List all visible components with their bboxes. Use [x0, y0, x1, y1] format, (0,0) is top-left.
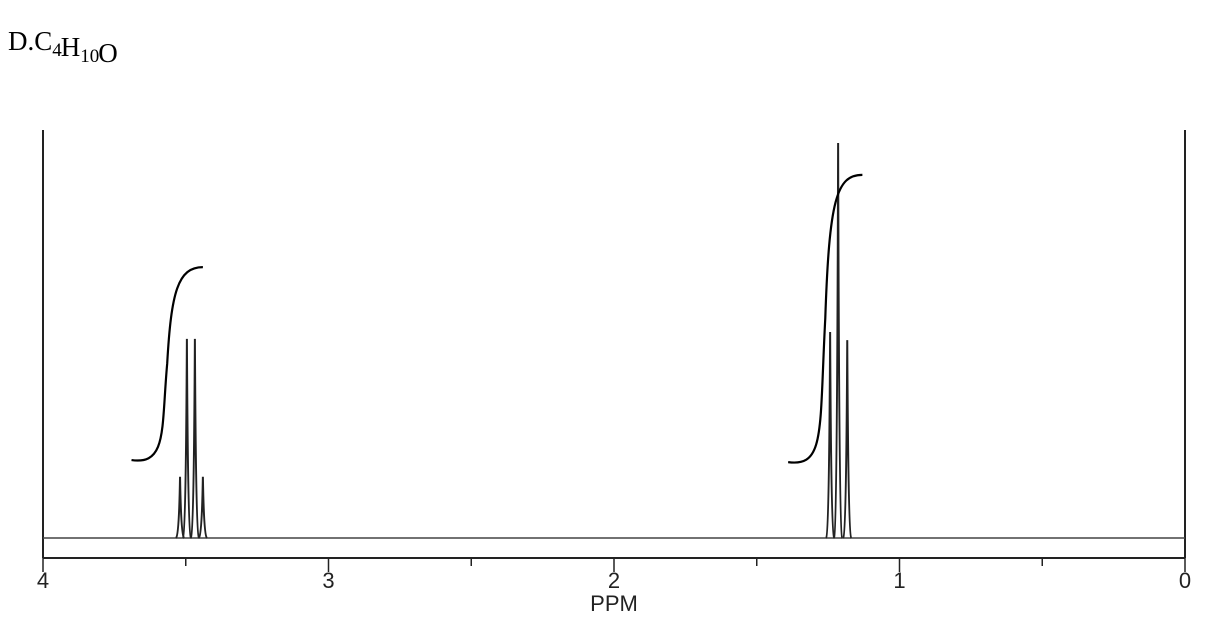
x-tick-label: 0	[1179, 568, 1191, 593]
x-tick-label: 3	[322, 568, 334, 593]
element-count: 4	[52, 40, 62, 61]
x-tick-label: 4	[37, 568, 49, 593]
x-tick-label: 2	[608, 568, 620, 593]
element-symbol: H	[61, 32, 81, 62]
chart-title: D.C4H10O	[8, 26, 118, 68]
peak	[833, 143, 844, 539]
integral	[788, 173, 863, 464]
x-tick-label: 1	[893, 568, 905, 593]
title-prefix: D.	[8, 26, 34, 56]
peak	[175, 476, 185, 539]
peak	[189, 338, 200, 539]
formula: C4H10O	[34, 26, 118, 68]
element-symbol: O	[98, 38, 118, 68]
peak	[842, 340, 853, 539]
element-symbol: C	[34, 26, 52, 56]
peak	[197, 476, 208, 539]
peak	[825, 331, 836, 539]
element-count: 10	[80, 46, 99, 67]
x-axis-label: PPM	[590, 591, 638, 616]
integral	[131, 265, 203, 462]
peak	[181, 338, 192, 539]
